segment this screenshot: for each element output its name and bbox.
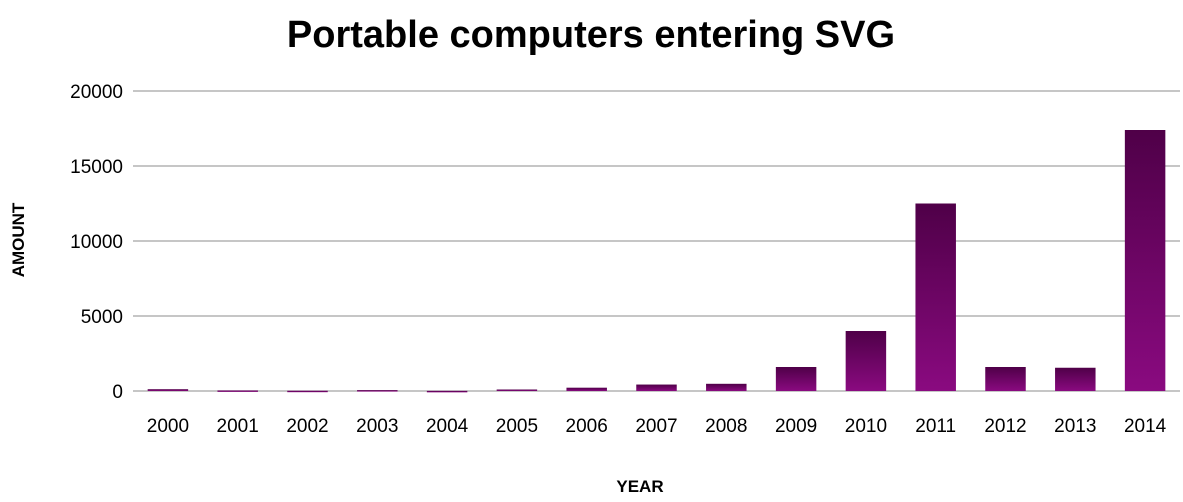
x-tick-label: 2012: [984, 416, 1026, 437]
bar-2004: [426, 390, 468, 393]
x-tick-label: 2014: [1124, 416, 1167, 437]
y-tick-label: 0: [112, 382, 123, 403]
x-tick-label: 2004: [426, 416, 469, 437]
y-axis-title: AMOUNT: [9, 202, 28, 277]
bar-2013: [1055, 367, 1096, 391]
bar-2010: [845, 331, 887, 391]
x-tick-label: 2013: [1054, 416, 1096, 437]
x-tick-label: 2002: [286, 416, 328, 437]
bar-2001: [217, 390, 258, 392]
x-tick-label: 2011: [915, 416, 956, 437]
y-axis-tick-labels: 0 5000 10000 15000 20000: [70, 82, 123, 403]
bar-2002: [287, 390, 328, 393]
bar-2008: [706, 383, 747, 391]
x-tick-label: 2003: [356, 416, 398, 437]
bar-2006: [566, 387, 607, 391]
bar-2012: [985, 367, 1026, 391]
x-tick-label: 2001: [217, 416, 259, 437]
y-tick-label: 15000: [70, 157, 123, 178]
bar-2005: [496, 389, 538, 391]
chart-title: Portable computers entering SVG: [287, 14, 895, 56]
gridlines: [133, 90, 1180, 392]
bar-2009: [775, 367, 817, 391]
x-tick-label: 2009: [775, 416, 817, 437]
x-tick-label: 2010: [845, 416, 887, 437]
y-tick-label: 20000: [70, 82, 123, 103]
y-tick-label: 10000: [70, 232, 123, 253]
x-tick-label: 2007: [635, 416, 677, 437]
x-tick-label: 2006: [566, 416, 608, 437]
bar-2014: [1124, 130, 1166, 391]
bar-2000: [147, 389, 189, 391]
x-axis-tick-labels: 2000 2001 2002 2003 2004 2005 2006 2007 2008 2009…: [147, 416, 1167, 437]
x-tick-label: 2000: [147, 416, 189, 437]
bars: [147, 130, 1166, 393]
x-tick-label: 2008: [705, 416, 747, 437]
x-axis-title: YEAR: [616, 477, 663, 496]
bar-2011: [915, 203, 956, 391]
bar-2003: [357, 390, 398, 392]
y-tick-label: 5000: [81, 307, 123, 328]
bar-2007: [636, 384, 677, 391]
x-tick-label: 2005: [496, 416, 538, 437]
